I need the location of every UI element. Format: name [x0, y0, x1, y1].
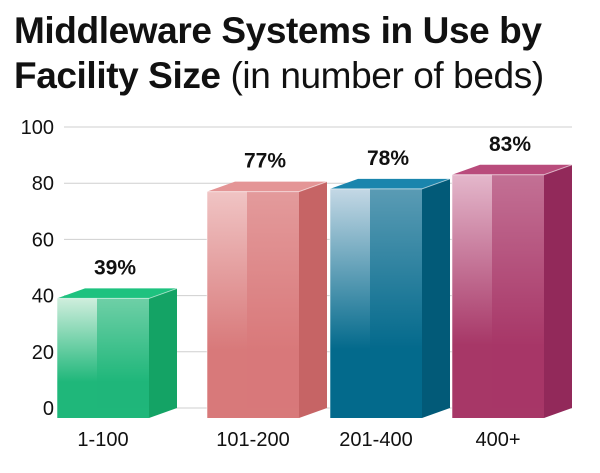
x-tick-label: 1-100 — [77, 429, 128, 451]
bar-inner-panel — [247, 191, 299, 408]
bar-side-face — [299, 181, 327, 418]
bar-inner-panel — [97, 298, 149, 408]
x-tick-label: 101-200 — [216, 429, 289, 451]
bar-top-face — [452, 164, 572, 175]
x-tick-label: 201-400 — [339, 429, 412, 451]
bars — [56, 164, 573, 418]
bar-201-400 — [329, 178, 451, 418]
y-tick-label: 80 — [32, 173, 54, 195]
bar-top-face — [330, 178, 450, 189]
value-label: 83% — [489, 133, 531, 156]
bar-1-100 — [56, 287, 178, 418]
bar-edge-highlight — [329, 178, 451, 418]
x-axis-ticks: 1-100 101-200 201-400 400+ — [77, 429, 520, 451]
title-line-1: Middleware Systems in Use by — [14, 10, 542, 51]
bar-101-200 — [206, 181, 328, 418]
title-line-2: Facility Size (in number of beds) — [14, 53, 594, 98]
bar-inner-panel — [370, 188, 422, 408]
y-tick-label: 100 — [21, 117, 54, 139]
title-line-2-bold: Facility Size — [14, 55, 221, 96]
bar-side-face — [149, 288, 177, 418]
y-tick-label: 40 — [32, 286, 54, 308]
bar-inner-panel — [492, 174, 544, 408]
value-labels: 39% 77% 78% 83% — [94, 133, 531, 280]
bar-edge-highlight — [206, 181, 328, 418]
value-label: 78% — [367, 147, 409, 170]
value-label: 39% — [94, 256, 136, 279]
bar-side-face — [544, 164, 572, 418]
bar-top-face — [207, 181, 327, 192]
y-tick-label: 20 — [32, 342, 54, 364]
bar-400+ — [451, 164, 573, 418]
bar-edge-highlight — [451, 164, 573, 418]
chart-title: Middleware Systems in Use by Facility Si… — [14, 8, 594, 98]
bar-top-face — [57, 288, 177, 299]
y-tick-label: 0 — [43, 398, 54, 420]
value-label: 77% — [244, 150, 286, 173]
title-line-2-light: (in number of beds) — [230, 55, 545, 96]
y-tick-label: 60 — [32, 229, 54, 251]
y-axis-ticks: 0 20 40 60 80 100 — [21, 117, 54, 420]
x-tick-label: 400+ — [475, 429, 520, 451]
bar-side-face — [422, 178, 450, 418]
bar-edge-highlight — [56, 287, 178, 418]
